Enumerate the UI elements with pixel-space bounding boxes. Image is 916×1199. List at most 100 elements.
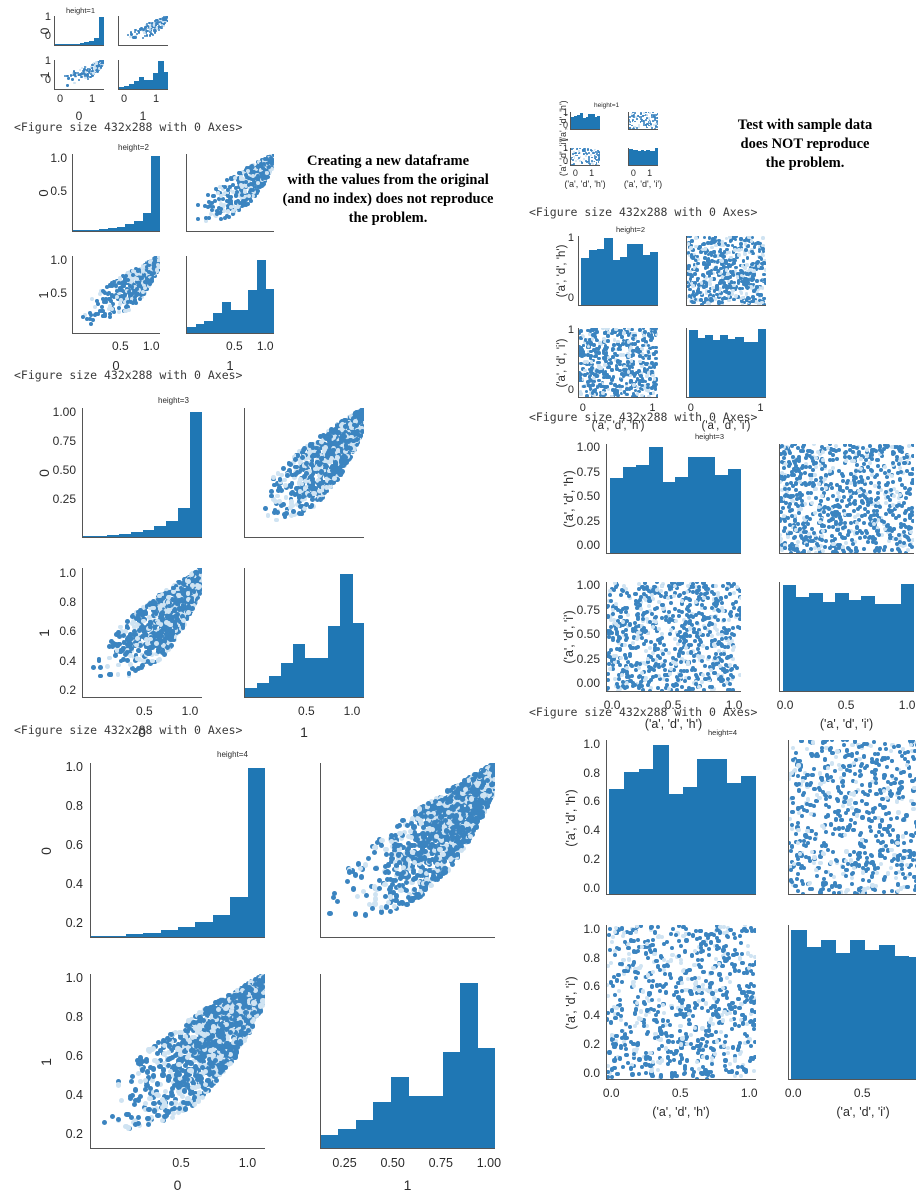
scatter-point xyxy=(92,62,96,65)
scatter-point xyxy=(118,275,123,280)
scatter-point xyxy=(93,304,98,309)
scatter-point xyxy=(230,204,235,209)
scatter-point xyxy=(157,20,160,24)
scatter-point xyxy=(222,202,227,207)
scatter-point xyxy=(109,293,114,298)
scatter-point xyxy=(450,834,456,840)
scatter-point xyxy=(97,673,103,679)
x-tick-label: 1.0 xyxy=(256,339,274,353)
scatter-point xyxy=(461,838,467,844)
scatter-point xyxy=(156,20,160,23)
scatter-point xyxy=(404,850,410,856)
scatter-point xyxy=(428,882,434,889)
scatter-point xyxy=(432,798,438,804)
scatter-point xyxy=(279,503,285,509)
histogram-bar xyxy=(106,535,120,537)
scatter-point xyxy=(131,282,136,287)
axis-spine-bottom xyxy=(186,333,274,334)
scatter-point xyxy=(125,299,130,304)
scatter-point xyxy=(73,81,76,85)
scatter-point xyxy=(100,296,105,301)
histogram-bar xyxy=(84,42,90,45)
scatter-point xyxy=(130,291,135,296)
histogram-bar xyxy=(108,935,127,937)
scatter-point xyxy=(350,886,357,892)
scatter-point xyxy=(218,202,223,207)
histogram-bar xyxy=(268,676,282,697)
scatter-point xyxy=(189,582,195,588)
scatter-point xyxy=(372,844,378,851)
scatter-point xyxy=(96,70,99,73)
scatter-point xyxy=(148,22,151,25)
scatter-point xyxy=(265,513,271,518)
scatter-point xyxy=(241,199,246,204)
scatter-point xyxy=(153,19,156,23)
scatter-point xyxy=(160,23,164,26)
scatter-point xyxy=(322,445,328,450)
scatter-point xyxy=(307,493,312,498)
panel-title-height: height=2 xyxy=(118,143,149,152)
scatter-point xyxy=(89,75,92,79)
x-axis-label: 0 xyxy=(75,109,83,123)
histogram-bar xyxy=(178,507,191,537)
scatter-point xyxy=(133,294,138,299)
scatter-point xyxy=(379,837,385,843)
histogram-bar xyxy=(247,768,265,937)
scatter-point xyxy=(127,661,133,667)
scatter-point xyxy=(378,909,384,915)
histogram-bar xyxy=(265,288,274,333)
scatter-point xyxy=(148,34,151,37)
scatter-point xyxy=(346,869,353,875)
scatter-point xyxy=(89,321,94,326)
scatter-point xyxy=(149,276,154,281)
scatter-point xyxy=(137,31,141,34)
scatter-point xyxy=(274,517,279,523)
scatter-point xyxy=(104,285,109,290)
scatter-point xyxy=(71,72,74,75)
scatter-point xyxy=(112,279,117,284)
scatter-point xyxy=(467,814,474,820)
scatter-point xyxy=(360,411,364,417)
scatter-point xyxy=(137,297,142,302)
scatter-point xyxy=(156,630,162,636)
scatter-point xyxy=(126,634,132,640)
plot-area xyxy=(73,256,160,333)
scatter-point xyxy=(148,30,152,34)
scatter-point xyxy=(143,34,147,38)
scatter-point xyxy=(84,71,87,74)
scatter-point xyxy=(137,29,140,33)
scatter-point xyxy=(86,77,90,81)
scatter-point xyxy=(153,31,157,34)
scatter-point xyxy=(428,842,434,848)
scatter-point xyxy=(228,175,233,180)
scatter-point xyxy=(255,181,260,186)
scatter-point xyxy=(224,198,229,203)
histogram-bar xyxy=(79,43,85,45)
axis-spine-bottom xyxy=(72,231,160,232)
scatter-point xyxy=(138,273,143,278)
scatter-point xyxy=(248,176,253,181)
scatter-point xyxy=(255,164,260,169)
plot-area xyxy=(55,16,104,45)
scatter-point xyxy=(117,309,122,314)
scatter-point xyxy=(75,73,79,77)
axis-spine-left xyxy=(54,60,55,90)
histogram-bar xyxy=(151,156,160,231)
scatter-point xyxy=(230,189,235,194)
scatter-point xyxy=(387,876,393,883)
scatter-point xyxy=(243,203,248,208)
scatter-point xyxy=(144,26,147,29)
scatter-point xyxy=(88,70,91,73)
plot-area xyxy=(321,763,495,937)
scatter-point xyxy=(104,299,109,304)
panel-diag-top-left xyxy=(90,763,265,938)
histogram-bar xyxy=(178,926,196,937)
scatter-point xyxy=(65,74,69,77)
scatter-point xyxy=(92,72,95,75)
histogram-bar xyxy=(328,625,341,697)
scatter-point xyxy=(140,27,143,30)
scatter-point xyxy=(335,455,341,460)
scatter-point xyxy=(341,461,347,467)
figure-repr-caption-3: <Figure size 432x288 with 0 Axes> xyxy=(14,723,243,737)
scatter-point xyxy=(146,646,152,652)
